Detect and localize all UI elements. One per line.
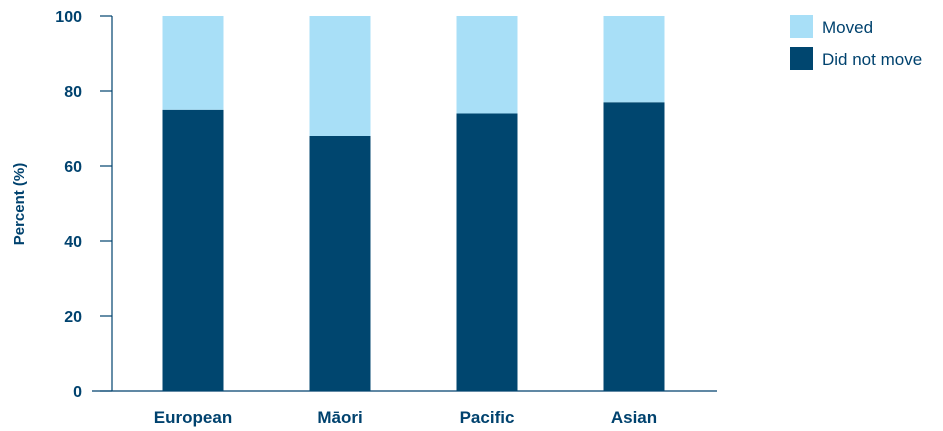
x-axis-labels: European Māori Pacific Asian — [154, 408, 657, 427]
bar-mori-moved — [309, 16, 371, 136]
y-tick-label: 100 — [55, 9, 82, 26]
y-tick-label: 80 — [64, 84, 82, 101]
x-category-label: Pacific — [460, 408, 515, 427]
bar-asian-did-not-move — [603, 102, 665, 391]
y-tick-label: 40 — [64, 234, 82, 251]
bar-european-moved — [162, 16, 224, 110]
legend-swatch — [790, 47, 813, 70]
y-tick-label: 60 — [64, 159, 82, 176]
bar-european-did-not-move — [162, 109, 224, 391]
y-axis-title: Percent (%) — [11, 163, 28, 246]
legend-swatch — [790, 15, 813, 38]
y-tick-label: 0 — [73, 384, 82, 401]
y-tick-label: 20 — [64, 309, 82, 326]
bar-pacific-did-not-move — [456, 113, 518, 391]
bar-asian-moved — [603, 16, 665, 103]
legend: Moved Did not move — [790, 15, 922, 70]
legend-label: Moved — [822, 18, 873, 37]
y-axis: 0 20 40 60 80 100 — [55, 9, 113, 401]
x-category-label: Asian — [611, 408, 657, 427]
bar-mori-did-not-move — [309, 136, 371, 391]
x-category-label: Māori — [317, 408, 362, 427]
legend-label: Did not move — [822, 50, 922, 69]
bar-pacific-moved — [456, 16, 518, 114]
bars — [162, 16, 665, 391]
x-category-label: European — [154, 408, 232, 427]
